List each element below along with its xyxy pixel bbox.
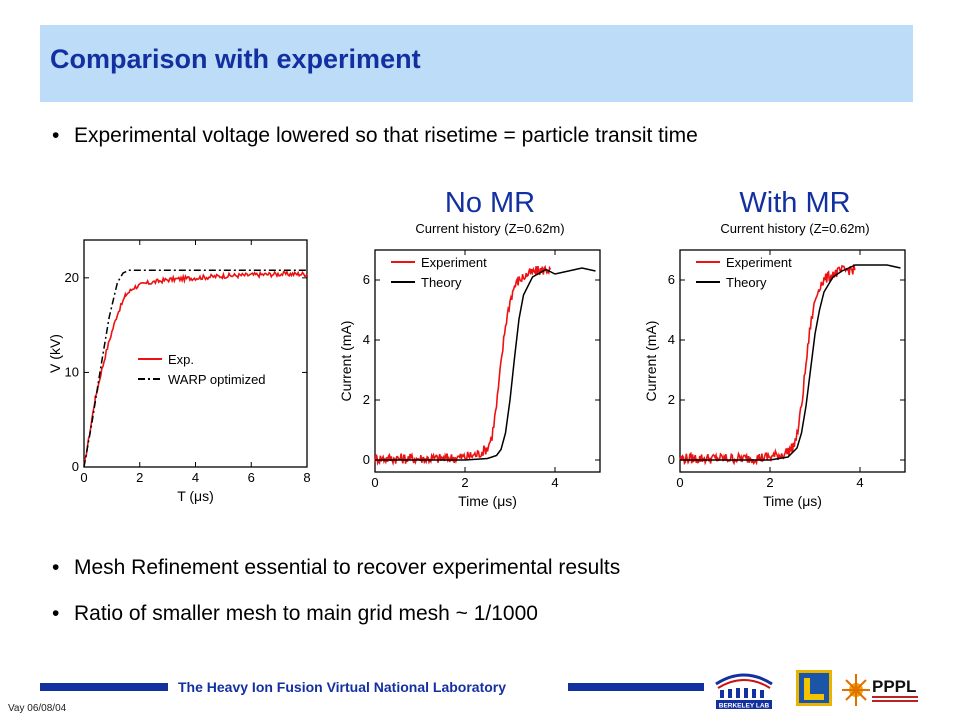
y-tick-label: 20 (65, 270, 79, 285)
x-axis-label: Time (μs) (458, 493, 517, 509)
x-tick-label: 2 (461, 475, 468, 490)
plot-frame (679, 249, 906, 473)
y-axis-label: Current (mA) (338, 321, 354, 402)
legend-label: Exp. (168, 352, 194, 367)
panel-subtitle-no-mr: Current history (Z=0.62m) (415, 221, 565, 236)
y-axis-label: V (kV) (47, 334, 63, 373)
voltage-chart: 0 2 4 6 8 0 10 20 T (μs) V (kV) Exp. WARP optimized (47, 239, 311, 504)
y-tick-label: 0 (668, 452, 675, 467)
footer-lab-name: The Heavy Ion Fusion Virtual National La… (178, 679, 507, 695)
series-line-warp-optimized (83, 269, 307, 468)
bullet-item: • Ratio of smaller mesh to main grid mesh… (52, 602, 538, 626)
series-line-exp- (83, 269, 308, 466)
title-bar (40, 25, 913, 102)
x-tick-label: 0 (676, 475, 683, 490)
bullet-text: Experimental voltage lowered so that ris… (74, 124, 698, 147)
plot-frame (374, 249, 601, 473)
y-tick-label: 2 (363, 392, 370, 407)
bullet-dot: • (52, 556, 60, 579)
bullet-text: Ratio of smaller mesh to main grid mesh … (74, 602, 538, 625)
bullet-item: • Experimental voltage lowered so that ri… (52, 124, 698, 148)
bullet-dot: • (52, 602, 60, 625)
pppl-logo-text: PPPL (872, 677, 916, 696)
x-tick-label: 0 (371, 475, 378, 490)
y-tick-label: 0 (72, 459, 79, 474)
panel-title-no-mr: No MR (444, 187, 536, 219)
berkeley-lab-logo-text: BERKELEY LAB (719, 703, 770, 710)
y-tick-label: 4 (363, 332, 370, 347)
hif-logo (796, 670, 832, 706)
footer-bar-left (40, 683, 168, 691)
x-tick-label: 8 (303, 470, 310, 485)
x-tick-label: 6 (248, 470, 255, 485)
y-tick-label: 0 (363, 452, 370, 467)
legend-label: Experiment (421, 255, 487, 270)
panel-subtitle-with-mr: Current history (Z=0.62m) (720, 221, 870, 236)
series-line-experiment (374, 264, 552, 467)
y-tick-label: 4 (668, 332, 675, 347)
legend-label: Experiment (726, 255, 792, 270)
bullet-dot: • (52, 124, 60, 147)
y-tick-label: 10 (65, 364, 79, 379)
y-axis-label: Current (mA) (643, 321, 659, 402)
y-tick-label: 6 (363, 272, 370, 287)
footer-bar-right (568, 683, 704, 691)
x-axis-label: T (μs) (177, 488, 214, 504)
series-line-theory (375, 267, 596, 461)
pppl-logo: PPPL (842, 674, 918, 706)
x-axis-label: Time (μs) (763, 493, 822, 509)
x-tick-label: 2 (766, 475, 773, 490)
series-line-theory (680, 264, 901, 461)
x-tick-label: 2 (136, 470, 143, 485)
panel-title-with-mr: With MR (739, 187, 851, 219)
y-tick-label: 6 (668, 272, 675, 287)
current-chart-with-mr: 0 2 4 0 2 4 6 Time (μs) Current (mA) Experiment Th… (643, 249, 906, 509)
slide-title: Comparison with experiment (50, 44, 421, 74)
berkeley-lab-logo: BERKELEY LAB (715, 673, 773, 710)
x-tick-label: 4 (856, 475, 863, 490)
x-tick-label: 4 (551, 475, 558, 490)
current-chart-no-mr: 0 2 4 0 2 4 6 Time (μs) Current (mA) Experiment Th… (338, 249, 601, 509)
bullet-item: • Mesh Refinement essential to recover ex… (52, 556, 620, 580)
series-line-experiment (679, 264, 856, 466)
legend-label: WARP optimized (168, 372, 266, 387)
x-tick-label: 0 (80, 470, 87, 485)
footer-date: Vay 06/08/04 (8, 703, 67, 714)
legend-label: Theory (421, 275, 462, 290)
y-tick-label: 2 (668, 392, 675, 407)
legend-label: Theory (726, 275, 767, 290)
bullet-text: Mesh Refinement essential to recover exp… (74, 556, 621, 579)
x-tick-label: 4 (192, 470, 199, 485)
